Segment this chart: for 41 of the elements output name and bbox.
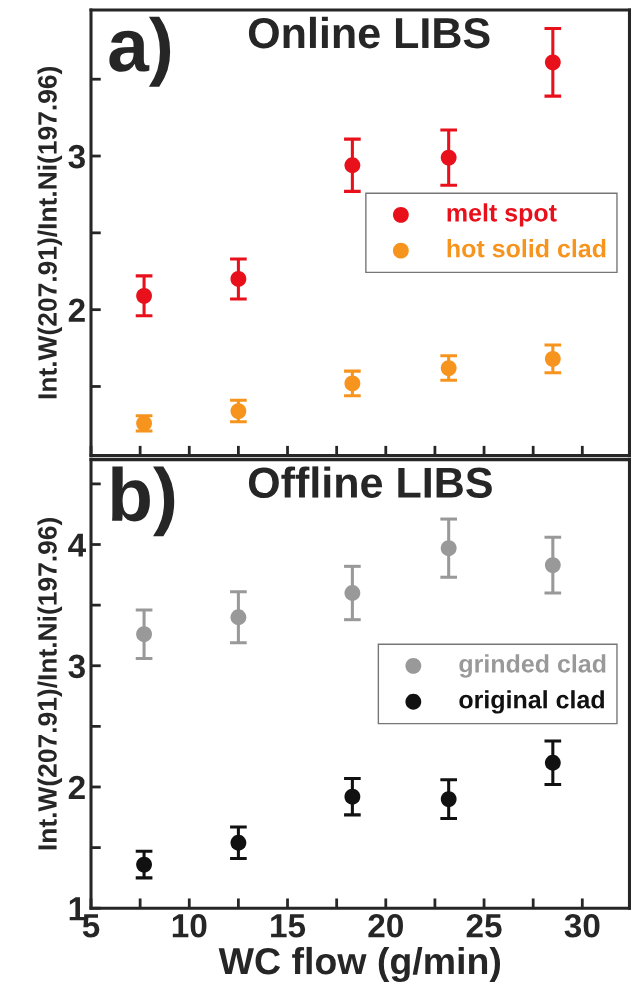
x-tick-label: 25: [466, 913, 502, 938]
point: [440, 791, 457, 808]
point: [440, 540, 457, 557]
point: [344, 375, 361, 392]
point: [344, 585, 361, 601]
point: [544, 754, 561, 771]
x-tick-label: 20: [368, 913, 403, 938]
point: [230, 271, 247, 287]
point: [440, 360, 457, 376]
x-tick-label: 30: [564, 913, 600, 938]
point: [136, 856, 152, 873]
point: [136, 626, 152, 643]
y-axis-title: Int.W(207.91)/Int.Ni(197.96): [37, 518, 63, 850]
x-tick-label: 15: [271, 914, 306, 938]
y-tick-label: 3: [68, 654, 85, 679]
point: [544, 350, 561, 367]
annotation: a): [109, 16, 171, 87]
chart-title: Offline LIBS: [248, 466, 492, 498]
legend-label: original clad: [459, 690, 604, 714]
point: [136, 287, 152, 304]
legend-label: hot solid clad: [447, 239, 606, 258]
point: [230, 609, 247, 626]
y-axis-title: Int.W(207.91)/Int.Ni(197.96): [37, 66, 63, 399]
x-tick-label: 5: [82, 914, 100, 938]
y-tick-label: 2: [68, 298, 85, 322]
x-tick-label: 10: [172, 913, 207, 938]
point: [344, 788, 361, 805]
point: [440, 149, 457, 166]
point: [344, 157, 361, 174]
y-tick-label: 3: [68, 144, 85, 169]
point: [544, 54, 561, 71]
legend-label: melt spot: [447, 203, 557, 227]
point: [544, 557, 561, 574]
chart-title: Online LIBS: [248, 16, 490, 49]
legend-label: grinded clad: [459, 654, 606, 678]
annotation: b): [112, 466, 175, 537]
point: [230, 403, 247, 419]
point: [230, 834, 247, 851]
x-axis-title: WC flow (g/min): [218, 946, 501, 983]
y-tick-label: 4: [68, 533, 86, 557]
y-tick-label: 2: [68, 775, 85, 800]
